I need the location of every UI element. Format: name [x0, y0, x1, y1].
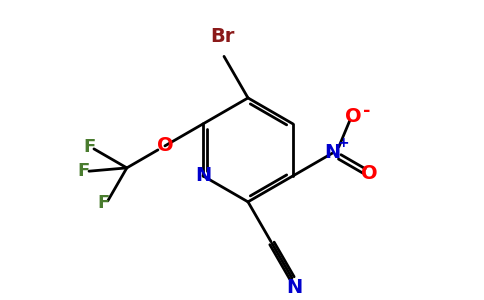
Text: N: N — [325, 143, 341, 162]
Text: N: N — [286, 278, 302, 297]
Text: Br: Br — [210, 27, 234, 46]
Text: N: N — [195, 167, 211, 185]
Text: O: O — [157, 136, 173, 155]
Text: O: O — [361, 164, 378, 183]
Text: O: O — [346, 107, 362, 126]
Text: +: + — [338, 136, 349, 150]
Text: -: - — [363, 101, 371, 119]
Text: F: F — [77, 162, 89, 180]
Text: F: F — [84, 138, 96, 156]
Text: F: F — [98, 194, 110, 212]
